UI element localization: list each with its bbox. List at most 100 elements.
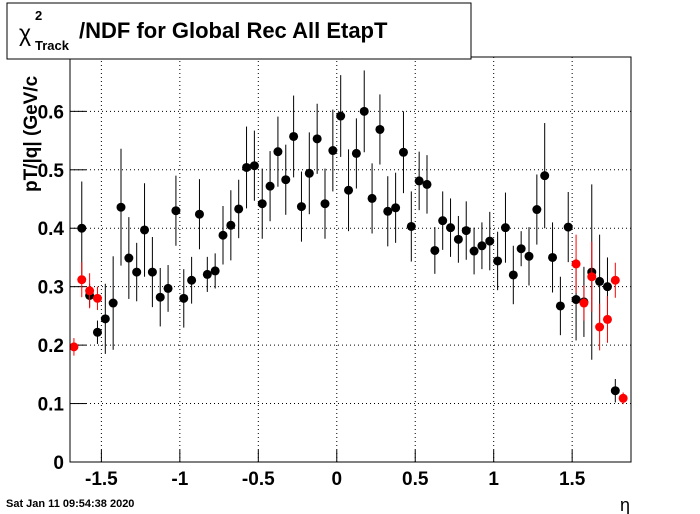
data-point — [218, 230, 228, 240]
data-point — [548, 252, 558, 262]
timestamp: Sat Jan 11 09:54:38 2020 — [6, 498, 134, 510]
data-point — [155, 292, 165, 302]
y-tick-label: 0 — [53, 453, 64, 474]
data-point — [477, 241, 487, 251]
data-point — [430, 245, 440, 255]
data-point — [618, 393, 628, 403]
x-tick-label: 0 — [331, 469, 342, 490]
data-point — [485, 236, 495, 246]
data-point — [132, 267, 142, 277]
data-point — [446, 223, 456, 233]
data-point — [108, 298, 118, 308]
data-point — [493, 256, 503, 266]
data-point — [257, 199, 267, 209]
data-point — [116, 202, 126, 212]
data-point — [595, 276, 605, 286]
data-point — [69, 342, 79, 352]
data-point — [304, 168, 314, 178]
x-tick-label: -1 — [171, 469, 188, 490]
data-point — [563, 222, 573, 232]
x-axis-label: η — [620, 495, 630, 514]
data-point — [100, 314, 110, 324]
title-sub: Track — [35, 38, 70, 53]
data-point — [281, 175, 291, 185]
y-axis-label: pT/|q| (GeV/c — [21, 75, 42, 192]
data-point — [249, 161, 259, 171]
data-point — [367, 193, 377, 203]
data-point — [163, 283, 173, 293]
data-point — [147, 267, 157, 277]
data-point — [171, 206, 181, 216]
data-point — [359, 106, 369, 116]
data-point — [524, 251, 534, 261]
data-point — [242, 162, 252, 172]
x-tick-label: 1.5 — [559, 469, 586, 490]
data-point — [516, 244, 526, 254]
data-point — [500, 223, 510, 233]
data-point — [92, 293, 102, 303]
title-frame — [6, 2, 472, 60]
y-tick-label: 0.3 — [38, 278, 64, 299]
y-tick-label: 0.4 — [38, 219, 65, 240]
data-point — [610, 386, 620, 396]
data-point — [234, 204, 244, 214]
data-point — [265, 181, 275, 191]
data-point — [77, 275, 87, 285]
x-tick-label: -1.5 — [85, 469, 118, 490]
data-point — [422, 179, 432, 189]
data-point — [226, 220, 236, 230]
data-point — [540, 171, 550, 181]
data-point — [140, 225, 150, 235]
data-point — [587, 272, 597, 282]
data-point — [461, 226, 471, 236]
data-point — [469, 246, 479, 256]
data-point — [273, 147, 283, 157]
data-point — [391, 203, 401, 213]
data-point — [602, 282, 612, 292]
data-point — [179, 293, 189, 303]
data-point — [336, 111, 346, 121]
y-tick-label: 0.5 — [38, 161, 65, 182]
data-point — [398, 147, 408, 157]
data-point — [406, 221, 416, 231]
data-point — [383, 206, 393, 216]
data-point — [312, 134, 322, 144]
title-symbol: χ — [19, 20, 31, 46]
data-point — [77, 223, 87, 233]
x-tick-label: -0.5 — [242, 469, 275, 490]
data-point — [571, 295, 581, 305]
plot-area: 0 0.1 0.2 0.3 0.4 0.5 0.6 -1.5 -1 -0.5 0 0.5 1 1.5 — [38, 57, 631, 490]
data-point — [438, 216, 448, 226]
x-tick-label: 1 — [488, 469, 499, 490]
data-point — [289, 131, 299, 141]
data-point — [508, 270, 518, 280]
title-box: χ 2 Track /NDF for Global Rec All EtapT — [6, 2, 472, 60]
data-point — [579, 298, 589, 308]
data-point — [210, 266, 220, 276]
data-point — [320, 199, 330, 209]
y-tick-label: 0.6 — [38, 102, 64, 123]
x-tick-label: 0.5 — [402, 469, 429, 490]
data-point — [202, 269, 212, 279]
data-point — [92, 327, 102, 337]
data-point — [555, 301, 565, 311]
data-point — [595, 322, 605, 332]
data-point — [328, 146, 338, 156]
data-point — [453, 234, 463, 244]
data-point — [194, 209, 204, 219]
y-tick-label: 0.1 — [38, 395, 65, 416]
data-point — [296, 202, 306, 212]
data-point — [414, 176, 424, 186]
data-point — [344, 185, 354, 195]
data-point — [187, 275, 197, 285]
data-point — [532, 205, 542, 215]
data-point — [351, 148, 361, 158]
data-point — [571, 259, 581, 269]
data-point — [375, 124, 385, 134]
data-point — [610, 275, 620, 285]
data-point — [602, 314, 612, 324]
title-sup: 2 — [35, 8, 42, 23]
y-tick-label: 0.2 — [38, 336, 64, 357]
